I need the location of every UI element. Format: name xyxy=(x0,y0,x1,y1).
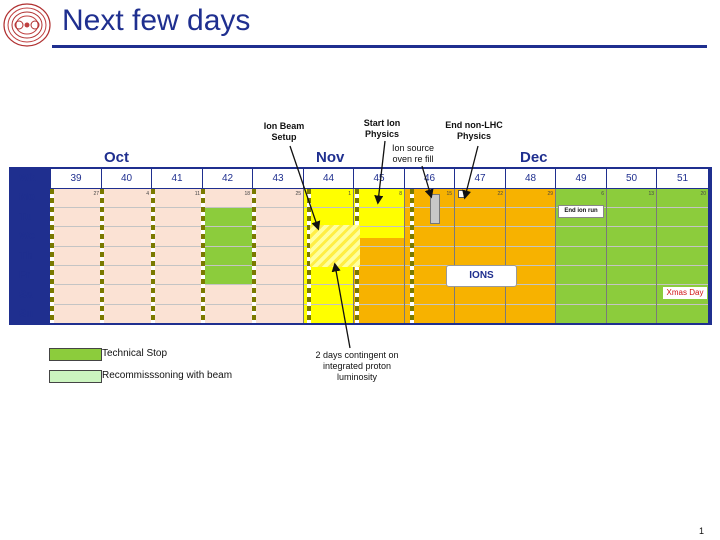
month-label-nov: Nov xyxy=(316,149,345,166)
date-label: 1 xyxy=(348,191,351,197)
day-divider xyxy=(51,207,708,208)
annotation-start-ion-physics: Start Ion Physics xyxy=(363,118,401,139)
week-cell: 46 xyxy=(405,169,454,188)
xmas-day-label: Xmas Day xyxy=(663,287,707,299)
end-ion-run-label: End ion run xyxy=(558,205,604,218)
cern-logo-icon xyxy=(3,3,51,47)
week-divider xyxy=(404,189,405,323)
md-marker xyxy=(252,189,256,323)
md-marker xyxy=(151,189,155,323)
row-label-su: Su xyxy=(19,308,34,320)
day-divider xyxy=(51,265,708,266)
annotation-ion-source-oven-refill: Ion source oven re fill xyxy=(391,143,435,164)
md-marker xyxy=(100,189,104,323)
row-label-th: Th xyxy=(19,250,33,262)
week-cell: 42 xyxy=(203,169,252,188)
week-cell: 41 xyxy=(152,169,202,188)
annotation-ion-beam-setup: Ion Beam Setup xyxy=(263,121,305,142)
week-cell: 47 xyxy=(455,169,505,188)
legend-swatch-recommissioning xyxy=(49,370,102,383)
date-label: 13 xyxy=(648,191,654,197)
day-divider xyxy=(51,246,708,247)
row-label-mo: Mo xyxy=(19,191,35,203)
week-cell: 40 xyxy=(102,169,151,188)
week-divider xyxy=(555,189,556,323)
week-divider xyxy=(454,189,455,323)
week-cell: 48 xyxy=(506,169,555,188)
month-label-oct: Oct xyxy=(104,149,130,166)
row-label-tu: Tu xyxy=(19,211,32,223)
week-cell: 43 xyxy=(253,169,303,188)
week-cell: 44 xyxy=(304,169,353,188)
ions-label: IONS xyxy=(446,265,517,287)
week-divider xyxy=(606,189,607,323)
period-ion-physics xyxy=(354,238,404,323)
date-label: 20 xyxy=(700,191,706,197)
page-number: 1 xyxy=(699,526,705,536)
date-label: 27 xyxy=(93,191,99,197)
annotation-end-non-lhc-physics: End non-LHC Physics xyxy=(445,120,503,141)
legend-label-technical-stop: Technical Stop xyxy=(102,348,168,359)
row-label-wk: Wk xyxy=(19,172,36,184)
day-divider xyxy=(51,304,708,305)
row-label-we: We xyxy=(19,230,36,242)
md-marker xyxy=(50,189,54,323)
date-label: 22 xyxy=(497,191,503,197)
annotation-contingent: 2 days contingent on integrated proton l… xyxy=(315,350,399,382)
week-cell: 49 xyxy=(556,169,606,188)
date-label: 18 xyxy=(244,191,250,197)
week-cell: 51 xyxy=(657,169,708,188)
legend-swatch-technical-stop xyxy=(49,348,102,361)
md-marker xyxy=(410,189,414,323)
contingency-hatch xyxy=(310,225,360,267)
date-label: 15 xyxy=(446,191,452,197)
date-label: 6 xyxy=(601,191,604,197)
date-label: 8 xyxy=(399,191,402,197)
oven-refill-marker xyxy=(430,194,440,224)
schedule-grid: Wk Mo Tu We Th Fr Sa Su 39 40 41 42 43 4… xyxy=(9,167,712,325)
row-label-sa: Sa xyxy=(19,289,33,301)
date-label: 25 xyxy=(295,191,301,197)
week-divider xyxy=(505,189,506,323)
legend-label-recommissioning: Recommisssoning with beam xyxy=(102,370,233,381)
week-cell: 39 xyxy=(51,169,101,188)
week-divider xyxy=(656,189,657,323)
page-title: Next few days xyxy=(62,4,251,37)
week-cell: 50 xyxy=(607,169,656,188)
week-cell: 45 xyxy=(354,169,404,188)
day-divider xyxy=(51,284,708,285)
date-label: 4 xyxy=(146,191,149,197)
day-divider xyxy=(51,226,708,227)
title-underline xyxy=(52,45,707,48)
date-label: 29 xyxy=(547,191,553,197)
date-label: 11 xyxy=(194,191,200,197)
period-standard xyxy=(51,189,304,323)
week-divider xyxy=(303,189,304,323)
md-marker xyxy=(307,189,311,323)
row-label-fr: Fr xyxy=(19,269,30,281)
month-label-dec: Dec xyxy=(520,149,548,166)
md-marker xyxy=(201,189,205,323)
